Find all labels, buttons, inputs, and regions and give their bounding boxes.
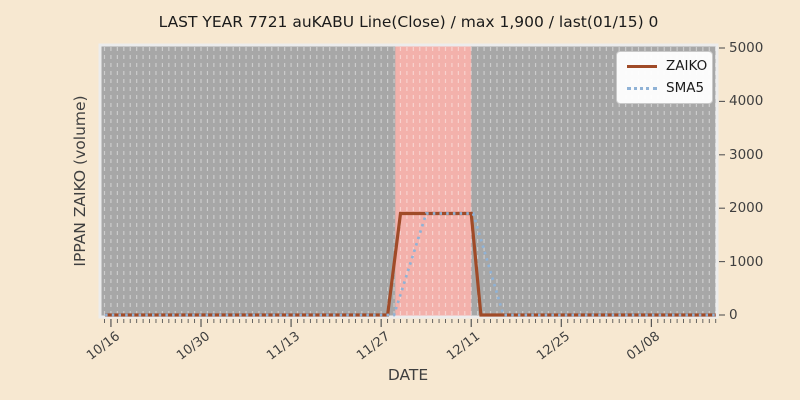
zaiko-line-swatch — [627, 65, 657, 69]
y-axis-label: IPPAN ZAIKO (volume) — [71, 95, 89, 267]
sma5-line-swatch — [627, 86, 657, 90]
y-tick-label: 4000 — [729, 93, 764, 110]
y-tick-label: 5000 — [729, 40, 764, 56]
y-tick-label: 0 — [729, 307, 738, 323]
x-axis-label: DATE — [387, 366, 429, 384]
y-tick-label: 3000 — [729, 146, 764, 163]
legend-item-zaiko: ZAIKO — [627, 59, 707, 74]
legend-label-sma5: SMA5 — [666, 79, 705, 96]
legend-label-zaiko: ZAIKO — [666, 58, 708, 74]
legend-item-sma5: SMA5 — [627, 79, 705, 96]
y-tick-label: 2000 — [729, 200, 764, 217]
chart-title: LAST YEAR 7721 auKABU Line(Close) / max … — [158, 13, 659, 31]
y-tick-label: 1000 — [729, 253, 764, 270]
legend: ZAIKO SMA5 — [616, 51, 713, 104]
